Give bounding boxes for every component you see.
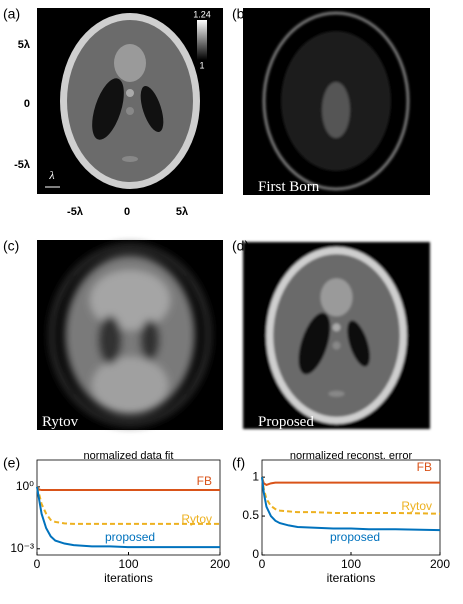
colorbar-max: 1.24 <box>193 9 211 19</box>
data-line <box>261 476 440 487</box>
y-tick-label: 0 <box>24 98 30 110</box>
chart-title: normalized data fit <box>84 450 174 462</box>
panel-label: (e) <box>3 455 20 471</box>
y-tick-label: 10⁻³ <box>10 541 34 555</box>
series-label: FB <box>417 460 432 474</box>
x-tick-label: 100 <box>118 557 138 571</box>
x-tick-label: 0 <box>259 557 266 571</box>
x-tick-label: 200 <box>210 557 230 571</box>
x-axis-label: iterations <box>104 571 153 585</box>
reconstruction <box>262 11 410 191</box>
x-axis-label: iterations <box>327 571 376 585</box>
panel-label: (b) <box>232 6 249 22</box>
y-tick-label: 1 <box>252 469 259 483</box>
scale-label: λ <box>48 168 54 182</box>
x-tick-label: 100 <box>341 557 361 571</box>
series-label: Rytov <box>401 499 432 513</box>
y-tick-label: 0 <box>252 547 259 561</box>
series-label: Rytov <box>181 512 212 526</box>
reconstruction <box>243 242 430 429</box>
data-line <box>36 486 220 492</box>
reconstruction <box>49 244 211 426</box>
x-tick-label: 5λ <box>176 206 188 218</box>
image-proposed <box>243 242 430 429</box>
panel-label: (f) <box>232 455 245 471</box>
chart-title: normalized reconst. error <box>290 450 413 462</box>
series-label: proposed <box>105 530 155 544</box>
series-label: FB <box>197 474 212 488</box>
data-line <box>261 477 441 532</box>
y-tick-label: 5λ <box>18 39 30 51</box>
phantom-image <box>37 8 223 194</box>
x-tick-label: -5λ <box>67 206 83 218</box>
data-line <box>36 486 220 549</box>
panel-label: (a) <box>3 6 20 22</box>
y-tick-label: -5λ <box>14 159 30 171</box>
caption: First Born <box>258 179 320 195</box>
panel-label: (d) <box>232 238 249 254</box>
x-tick-label: 0 <box>34 557 41 571</box>
caption: Proposed <box>258 414 314 430</box>
panel-label: (c) <box>3 238 19 254</box>
colorbar <box>197 20 207 60</box>
caption: Rytov <box>42 414 79 430</box>
colorbar-min: 1 <box>199 60 204 70</box>
y-tick-label: 0.5 <box>242 508 259 522</box>
x-tick-label: 0 <box>124 206 130 218</box>
data-line <box>36 486 220 525</box>
y-tick-label: 10⁰ <box>16 479 34 493</box>
x-tick-label: 200 <box>430 557 450 571</box>
series-label: proposed <box>330 530 380 544</box>
